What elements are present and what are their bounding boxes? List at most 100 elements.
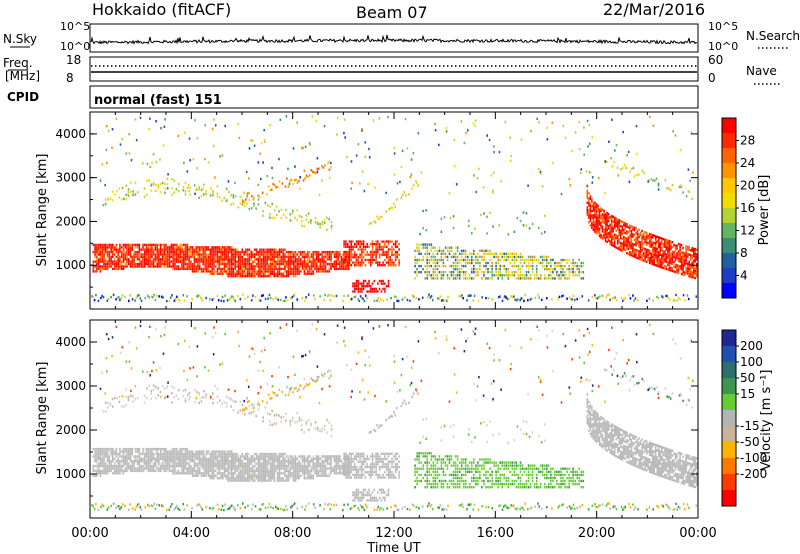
power-cell	[606, 214, 608, 217]
velocity-cell	[198, 452, 201, 456]
power-cell	[214, 253, 217, 256]
power-cell	[197, 253, 199, 256]
power-cell	[458, 261, 461, 265]
power-cell	[135, 253, 137, 256]
power-cell	[620, 244, 622, 247]
velocity-cell	[99, 474, 102, 477]
velocity-cell	[115, 455, 118, 458]
power-cell	[195, 253, 197, 256]
velocity-cell	[269, 452, 272, 456]
power-cell	[474, 227, 476, 230]
power-cell	[393, 173, 396, 176]
velocity-cell	[136, 447, 139, 451]
power-cell	[134, 299, 136, 302]
power-cell	[278, 157, 280, 161]
power-cell	[665, 294, 667, 298]
velocity-cell	[167, 452, 169, 456]
velocity-cell	[232, 477, 235, 480]
velocity-cell	[191, 450, 194, 453]
power-cell	[355, 245, 358, 248]
velocity-cell	[136, 469, 139, 473]
velocity-cell	[129, 450, 132, 453]
power-cell	[626, 223, 628, 226]
velocity-cell	[255, 467, 258, 470]
power-cell	[255, 253, 258, 256]
power-cell	[248, 262, 251, 266]
power-cell	[610, 238, 613, 242]
power-cell	[629, 246, 631, 249]
velocity-cell	[126, 460, 128, 463]
velocity-cell	[218, 477, 220, 480]
power-cell	[469, 261, 471, 265]
power-cell	[241, 260, 244, 263]
power-cell	[651, 255, 654, 259]
velocity-cell	[213, 469, 215, 473]
cpid-panel-frame	[89, 85, 699, 109]
power-cell	[658, 255, 660, 258]
power-cell	[603, 233, 605, 237]
power-cell	[422, 255, 424, 259]
velocity-cell	[147, 455, 150, 458]
power-cell	[639, 250, 642, 254]
velocity-cell	[269, 457, 272, 460]
velocity-cell	[236, 467, 238, 470]
velocity-cell	[106, 467, 109, 470]
velocity-cell	[261, 457, 263, 460]
velocity-cell	[218, 452, 220, 456]
power-cell	[331, 265, 334, 268]
power-cell	[662, 266, 665, 270]
power-cell	[623, 243, 625, 246]
power-cell	[601, 220, 604, 223]
velocity-cell	[284, 467, 286, 470]
power-cell	[93, 299, 96, 302]
power-cell	[473, 174, 475, 177]
power-cell	[624, 244, 627, 247]
velocity-cell	[241, 469, 244, 473]
power-cell	[119, 267, 121, 271]
power-cell	[673, 298, 676, 302]
power-cell	[213, 250, 215, 254]
power-cell	[380, 290, 383, 293]
power-cell	[394, 295, 396, 298]
power-cell	[248, 272, 251, 275]
power-cell	[262, 262, 265, 266]
power-cell	[204, 124, 207, 127]
power-cell	[218, 267, 220, 271]
power-cell	[541, 261, 544, 265]
velocity-cell	[234, 479, 236, 482]
power-cell	[521, 264, 524, 268]
power-cell	[179, 255, 181, 259]
power-cell	[175, 267, 178, 271]
velocity-cell	[135, 447, 137, 451]
power-cell	[436, 261, 439, 265]
power-cell	[458, 295, 461, 298]
velocity-cell	[206, 474, 208, 477]
velocity-cell	[229, 479, 231, 482]
power-cell	[477, 268, 479, 271]
power-cell	[106, 246, 109, 249]
power-cell	[533, 258, 536, 262]
power-cell	[113, 253, 116, 256]
power-cell	[216, 253, 219, 256]
power-cell	[571, 298, 573, 301]
power-cell	[560, 264, 562, 268]
velocity-cell	[136, 455, 139, 458]
power-cell	[335, 258, 338, 261]
velocity-cell	[236, 452, 238, 456]
power-cell	[357, 256, 360, 259]
power-cell	[375, 256, 377, 259]
velocity-cell	[248, 469, 251, 473]
velocity-cell	[200, 474, 203, 477]
power-cell	[685, 247, 687, 251]
power-cell	[658, 253, 660, 256]
velocity-cell	[197, 455, 199, 458]
power-cell	[195, 270, 197, 273]
power-cell	[586, 211, 589, 214]
power-cell	[309, 143, 311, 146]
power-cell	[612, 220, 614, 223]
power-cell	[361, 296, 363, 300]
power-cell	[558, 264, 560, 268]
power-cell	[314, 258, 316, 261]
power-cell	[145, 262, 148, 266]
power-cell	[248, 198, 251, 202]
